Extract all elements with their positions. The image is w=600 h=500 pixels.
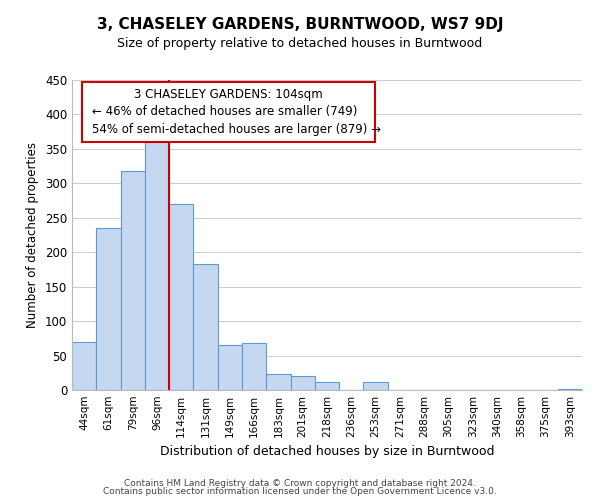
Bar — [218, 345, 242, 390]
Text: 3 CHASELEY GARDENS: 104sqm: 3 CHASELEY GARDENS: 104sqm — [134, 88, 323, 101]
X-axis label: Distribution of detached houses by size in Burntwood: Distribution of detached houses by size … — [160, 446, 494, 458]
Text: Contains public sector information licensed under the Open Government Licence v3: Contains public sector information licen… — [103, 488, 497, 496]
Y-axis label: Number of detached properties: Number of detached properties — [26, 142, 40, 328]
Bar — [290, 376, 315, 390]
Text: Contains HM Land Registry data © Crown copyright and database right 2024.: Contains HM Land Registry data © Crown c… — [124, 478, 476, 488]
Bar — [242, 343, 266, 390]
FancyBboxPatch shape — [82, 82, 376, 142]
Bar — [121, 171, 145, 390]
Bar — [145, 135, 169, 390]
Bar — [193, 264, 218, 390]
Bar — [364, 382, 388, 390]
Bar — [169, 204, 193, 390]
Bar — [315, 382, 339, 390]
Text: 3, CHASELEY GARDENS, BURNTWOOD, WS7 9DJ: 3, CHASELEY GARDENS, BURNTWOOD, WS7 9DJ — [97, 18, 503, 32]
Text: Size of property relative to detached houses in Burntwood: Size of property relative to detached ho… — [118, 38, 482, 51]
Text: ← 46% of detached houses are smaller (749): ← 46% of detached houses are smaller (74… — [92, 105, 358, 118]
Text: 54% of semi-detached houses are larger (879) →: 54% of semi-detached houses are larger (… — [92, 124, 382, 136]
Bar — [266, 374, 290, 390]
Bar — [96, 228, 121, 390]
Bar — [558, 388, 582, 390]
Bar — [72, 342, 96, 390]
